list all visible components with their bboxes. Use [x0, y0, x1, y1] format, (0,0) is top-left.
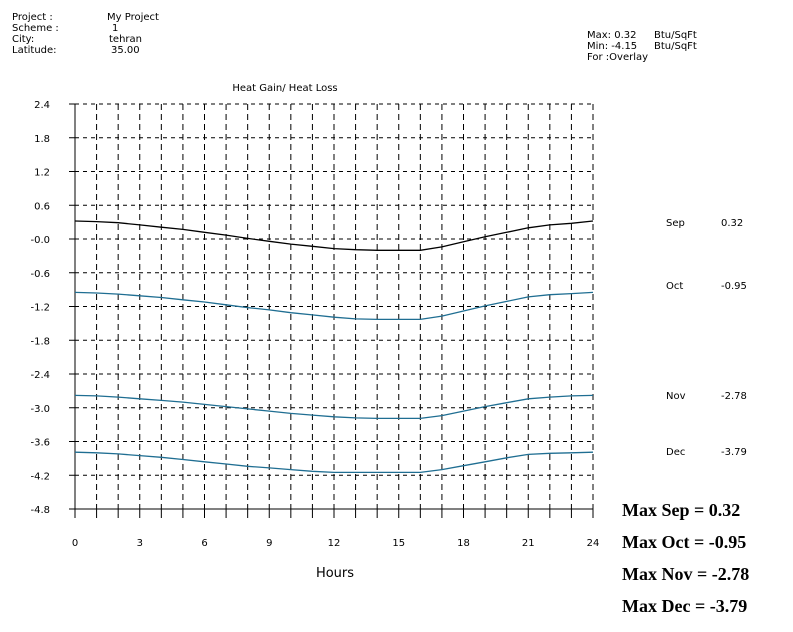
y-tick-label: 2.4	[34, 100, 50, 111]
scheme-value: 1	[112, 23, 119, 34]
series-value-sep: 0.32	[721, 218, 743, 229]
x-tick-label: 12	[328, 538, 341, 549]
x-tick-label: 24	[587, 538, 600, 549]
x-tick-label: 0	[72, 538, 78, 549]
series-labels: Sep 0.32 Oct -0.95 Nov -2.78 Dec -3.79	[666, 218, 747, 458]
series-value-dec: -3.79	[721, 447, 747, 458]
y-tick-label: -1.8	[30, 336, 50, 347]
axes: 2.4 1.8 1.2 0.6 -0.0 -0.6 -1.2 -1.8 -2.4 -3.0 -3.6…	[30, 100, 599, 549]
min-unit: Btu/SqFt	[654, 41, 697, 52]
x-tick-label: 21	[522, 538, 535, 549]
max-oct-text: Max Oct = -0.95	[622, 532, 747, 552]
y-tick-label: -4.2	[30, 471, 50, 482]
y-tick-label: -0.6	[30, 269, 50, 280]
max-stat: Max: 0.32	[587, 30, 637, 41]
grid-lines	[74, 103, 594, 510]
x-tick-label: 9	[266, 538, 272, 549]
series-name-oct: Oct	[666, 281, 683, 292]
series-line-nov	[74, 394, 594, 420]
city-key: City:	[12, 34, 35, 45]
latitude-key: Latitude:	[12, 45, 57, 56]
x-tick-label: 15	[392, 538, 405, 549]
series-line-sep	[74, 220, 594, 251]
latitude-value: 35.00	[111, 45, 140, 56]
series-name-dec: Dec	[666, 447, 685, 458]
y-tick-label: -4.8	[30, 505, 50, 516]
city-value: tehran	[109, 34, 142, 45]
project-value: My Project	[107, 12, 159, 23]
y-tick-label: -0.0	[30, 235, 50, 246]
y-tick-label: -1.2	[30, 303, 50, 314]
y-tick-label: -2.4	[30, 370, 50, 381]
y-tick-label: -3.0	[30, 404, 50, 415]
x-tick-label: 18	[457, 538, 470, 549]
series-lines	[74, 220, 594, 474]
x-axis-label: Hours	[316, 566, 354, 581]
series-line-dec	[74, 451, 594, 474]
stats-block: Max: 0.32 Btu/SqFt Min: -4.15 Btu/SqFt For…	[587, 30, 697, 63]
scheme-key: Scheme :	[12, 23, 59, 34]
max-unit: Btu/SqFt	[654, 30, 697, 41]
min-stat: Min: -4.15	[587, 41, 638, 52]
series-name-nov: Nov	[666, 391, 686, 402]
x-tick-label: 3	[137, 538, 143, 549]
max-sep-text: Max Sep = 0.32	[622, 500, 741, 520]
series-line-oct	[74, 291, 594, 321]
project-key: Project :	[12, 12, 53, 23]
series-value-oct: -0.95	[721, 281, 747, 292]
series-name-sep: Sep	[666, 218, 685, 229]
max-nov-text: Max Nov = -2.78	[622, 564, 750, 584]
for-stat: For :Overlay	[587, 52, 649, 63]
chart-title: Heat Gain/ Heat Loss	[232, 83, 337, 94]
y-tick-label: 1.2	[34, 168, 50, 179]
y-tick-label: -3.6	[30, 438, 50, 449]
max-summary: Max Sep = 0.32 Max Oct = -0.95 Max Nov =…	[622, 499, 749, 627]
project-info: Project : My Project Scheme : 1 City: te…	[12, 12, 212, 62]
y-tick-label: 0.6	[34, 201, 50, 212]
x-tick-label: 6	[201, 538, 207, 549]
max-dec-text: Max Dec = -3.79	[622, 596, 748, 616]
series-value-nov: -2.78	[721, 391, 747, 402]
y-tick-label: 1.8	[34, 134, 50, 145]
